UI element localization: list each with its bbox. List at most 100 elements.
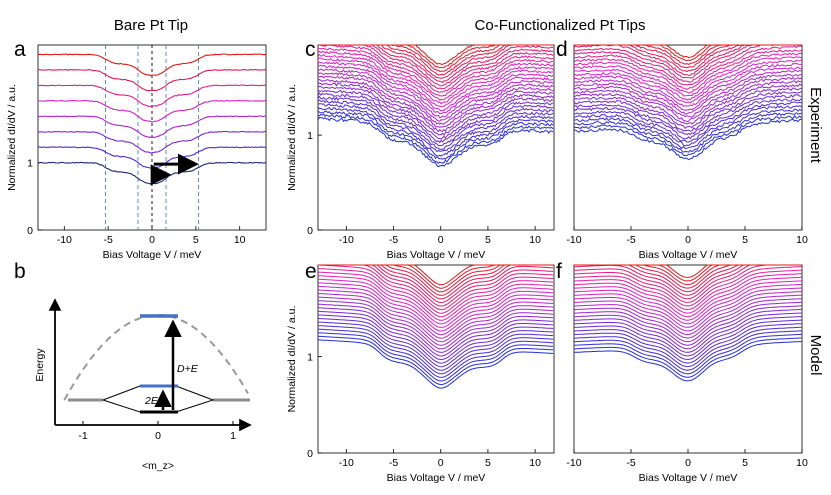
spectrum-line — [574, 44, 802, 65]
spectrum-line — [573, 105, 802, 147]
spectrum-line — [573, 62, 802, 104]
spectrum-line — [317, 314, 554, 364]
spectrum-line — [317, 307, 554, 357]
x-tick-label: 10 — [796, 234, 808, 246]
x-tick-label: 0 — [685, 234, 691, 246]
panel-b-diagram: Energy <m_z> -1 0 1 2E D+E — [34, 298, 252, 472]
spectrum-line — [317, 310, 554, 361]
panel-a: -10 -5 0 5 10 0 1 Bias Voltage V / meV Normalize… — [6, 44, 267, 261]
spectrum-line — [38, 99, 267, 123]
x-tick-label: 5 — [742, 457, 748, 469]
panel-letter-a: a — [14, 38, 26, 61]
spectrum-line — [573, 269, 802, 311]
header-bare-tip: Bare Pt Tip — [114, 17, 188, 34]
x-tick-label: 5 — [485, 234, 491, 246]
spectrum-line — [573, 341, 802, 382]
spectrum-line — [573, 276, 802, 318]
spectrum-line — [573, 308, 802, 350]
x-tick-label: 1 — [230, 430, 236, 442]
spectrum-line — [317, 268, 554, 318]
spectrum-line — [317, 75, 554, 125]
x-axis-label: Bias Voltage V / meV — [387, 472, 486, 484]
x-axis-label: Bias Voltage V / meV — [103, 249, 202, 261]
spectrum-line — [573, 56, 802, 97]
spectrum-line — [317, 47, 554, 97]
spectrum-line — [573, 266, 802, 307]
spectrum-line — [317, 325, 554, 375]
header-co-tips: Co-Functionalized Pt Tips — [475, 17, 646, 34]
x-tick-label: -5 — [103, 234, 112, 246]
x-tick-label: -10 — [339, 234, 354, 246]
x-tick-label: 0 — [149, 234, 155, 246]
x-tick-label: 0 — [685, 457, 691, 469]
spectrum-line — [573, 301, 802, 343]
spectrum-line — [573, 87, 802, 130]
spectrum-line — [573, 330, 802, 371]
spectrum-line — [573, 69, 802, 111]
spectrum-line — [574, 264, 802, 285]
spectrum-line — [574, 294, 802, 336]
spectrum-line — [573, 98, 802, 140]
panel-letter-d: d — [556, 38, 568, 61]
spectrum-line — [574, 337, 802, 378]
spectrum-line — [318, 264, 554, 314]
spectrum-line — [573, 73, 802, 115]
panel-letter-e: e — [305, 260, 317, 283]
spectrum-line — [317, 68, 554, 119]
y-axis-label: Normalized dI/dV / a.u. — [6, 84, 18, 191]
spectrum-line — [573, 312, 802, 353]
spectrum-line — [37, 115, 267, 139]
spectrum-line — [573, 91, 802, 132]
panel-letter-c: c — [305, 38, 316, 61]
spectrum-line — [317, 85, 554, 136]
level-splitting-outline — [102, 385, 215, 413]
x-tick-label: 5 — [742, 234, 748, 246]
spectrum-line — [317, 89, 554, 140]
panel-f: -10 -5 0 5 10 Bias Voltage V / meV — [566, 264, 808, 484]
x-tick-label: 10 — [796, 457, 808, 469]
spectrum-line — [317, 282, 554, 332]
x-tick-label: -10 — [339, 457, 354, 469]
spectrum-line — [317, 303, 554, 353]
spectrum-line — [574, 305, 802, 346]
spectrum-line — [574, 326, 802, 368]
spectrum-line — [317, 92, 554, 144]
spectrum-line — [317, 271, 554, 321]
y-tick-label: 1 — [307, 352, 313, 364]
spectrum-line — [573, 49, 802, 90]
spectrum-line — [317, 50, 554, 101]
x-axis-label: Bias Voltage V / meV — [387, 249, 486, 261]
panel-c: -10 -5 0 5 10 0 1 Bias Voltage V / meV Normalize… — [286, 44, 555, 261]
spectrum-line — [318, 264, 554, 286]
spectrum-line — [317, 64, 554, 115]
mz-label: <m_z> — [142, 460, 174, 472]
spectrum-line — [318, 264, 554, 296]
spectrum-line — [573, 118, 802, 161]
spectrum-line — [317, 57, 554, 108]
spectrum-line — [573, 101, 802, 143]
spectrum-line — [317, 300, 554, 350]
spectrum-line — [37, 130, 266, 154]
spectrum-line — [574, 44, 802, 59]
spectrum-line — [317, 339, 554, 389]
panel-letter-f: f — [556, 260, 562, 283]
spectrum-line — [573, 323, 802, 364]
spectrum-line — [573, 80, 802, 123]
x-tick-label: 0 — [155, 430, 161, 442]
y-axis-label: Normalized dI/dV / a.u. — [286, 84, 298, 191]
x-tick-label: -10 — [57, 234, 72, 246]
plot-frame — [317, 44, 555, 231]
x-tick-label: -5 — [389, 234, 398, 246]
x-tick-label: 5 — [485, 457, 491, 469]
spectrum-line — [317, 328, 554, 378]
x-tick-label: -5 — [626, 457, 635, 469]
spectrum-line — [317, 296, 554, 346]
spectrum-line — [573, 114, 802, 157]
spectrum-line — [573, 76, 802, 118]
x-tick-label: 10 — [529, 234, 541, 246]
spectrum-line — [573, 298, 802, 339]
spectrum-line — [317, 317, 554, 368]
spectrum-line — [573, 52, 802, 94]
plot-frame — [317, 264, 555, 454]
